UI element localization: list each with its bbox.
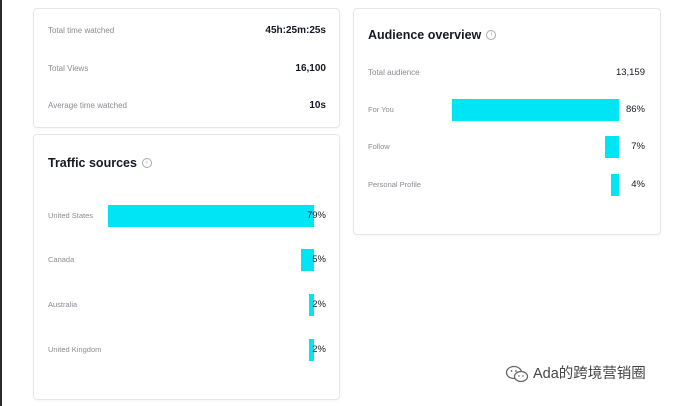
audience-row-for-you: For You 86% bbox=[368, 99, 645, 121]
bar-label: United States bbox=[48, 211, 94, 220]
bar-fill bbox=[452, 99, 619, 121]
traffic-row-united-kingdom: United Kingdom 2% bbox=[48, 339, 326, 361]
audience-total: Total audience 13,159 bbox=[368, 65, 645, 81]
info-icon[interactable]: i bbox=[486, 29, 497, 40]
stat-value: 13,159 bbox=[615, 67, 645, 78]
bar-fill bbox=[300, 249, 314, 271]
audience-overview-card: Audience overview i Total audience 13,159… bbox=[353, 8, 661, 235]
bar-label: Canada bbox=[48, 255, 75, 264]
bar-fill bbox=[308, 294, 314, 316]
bar-percent: 4% bbox=[631, 179, 645, 190]
bar-percent: 2% bbox=[312, 344, 326, 355]
bar-track bbox=[108, 205, 314, 227]
bar-fill bbox=[108, 205, 314, 227]
bar-percent: 86% bbox=[625, 104, 645, 115]
bar-track bbox=[452, 136, 619, 158]
traffic-sources-title: Traffic sources i bbox=[48, 155, 152, 171]
bar-percent: 5% bbox=[312, 254, 326, 265]
stat-average-time-watched: Average time watched 10s bbox=[48, 98, 326, 114]
window-edge bbox=[0, 0, 2, 406]
bar-label: Australia bbox=[48, 300, 78, 309]
traffic-row-canada: Canada 5% bbox=[48, 249, 326, 271]
wechat-icon bbox=[505, 365, 529, 383]
bar-label: For You bbox=[368, 105, 394, 114]
bar-track bbox=[108, 294, 314, 316]
bar-percent: 79% bbox=[306, 210, 326, 221]
stat-value: 45h:25m:25s bbox=[265, 25, 326, 36]
card-title-text: Audience overview bbox=[368, 28, 482, 42]
audience-row-personal-profile: Personal Profile 4% bbox=[368, 174, 645, 196]
stat-label: Total time watched bbox=[48, 26, 115, 35]
audience-overview-title: Audience overview i bbox=[368, 27, 497, 43]
bar-label: Personal Profile bbox=[368, 180, 421, 189]
traffic-row-australia: Australia 2% bbox=[48, 294, 326, 316]
bar-track bbox=[108, 249, 314, 271]
stat-label: Average time watched bbox=[48, 101, 128, 110]
stat-value: 16,100 bbox=[295, 63, 326, 74]
stat-label: Total audience bbox=[368, 68, 420, 77]
bar-fill bbox=[611, 174, 619, 196]
bar-fill bbox=[605, 136, 619, 158]
bar-track bbox=[452, 99, 619, 121]
bar-label: United Kingdom bbox=[48, 345, 102, 354]
stat-total-views: Total Views 16,100 bbox=[48, 61, 326, 77]
card-title-text: Traffic sources bbox=[48, 156, 137, 170]
traffic-row-united-states: United States 79% bbox=[48, 205, 326, 227]
stat-value: 10s bbox=[309, 100, 326, 111]
summary-stats-card: Total time watched 45h:25m:25s Total Vie… bbox=[33, 8, 340, 128]
stat-label: Total Views bbox=[48, 64, 89, 73]
bar-track bbox=[452, 174, 619, 196]
bar-percent: 7% bbox=[631, 141, 645, 152]
traffic-sources-card: Traffic sources i United States 79% Canad… bbox=[33, 134, 340, 400]
stat-total-time-watched: Total time watched 45h:25m:25s bbox=[48, 23, 326, 39]
watermark-text: Ada的跨境营销圈 bbox=[533, 366, 646, 382]
bar-percent: 2% bbox=[312, 299, 326, 310]
bar-track bbox=[108, 339, 314, 361]
bar-label: Follow bbox=[368, 142, 390, 151]
info-icon[interactable]: i bbox=[141, 157, 152, 168]
bar-fill bbox=[308, 339, 314, 361]
audience-row-follow: Follow 7% bbox=[368, 136, 645, 158]
